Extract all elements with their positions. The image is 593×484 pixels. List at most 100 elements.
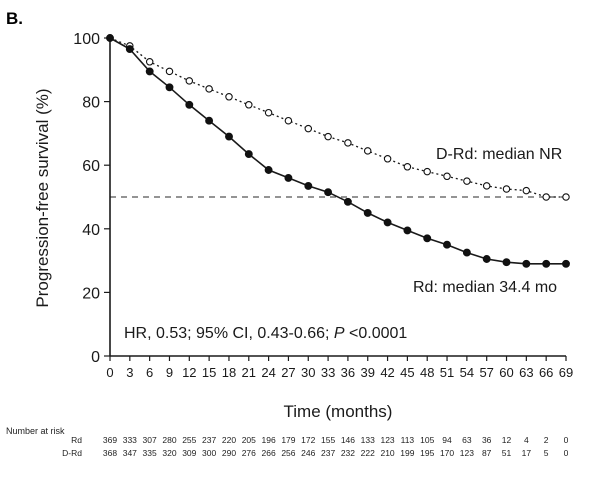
x-tick-label: 60 (499, 365, 513, 380)
panel-label: B. (6, 9, 23, 28)
risk-row-label: D-Rd (62, 448, 82, 458)
risk-count: 195 (420, 448, 434, 458)
data-point (324, 188, 333, 197)
data-point (383, 155, 392, 163)
risk-count: 347 (123, 448, 137, 458)
risk-count: 63 (462, 435, 472, 445)
risk-count: 155 (321, 435, 335, 445)
data-point (562, 259, 570, 268)
risk-count: 36 (482, 435, 492, 445)
data-point (482, 255, 491, 263)
risk-count: 368 (103, 448, 117, 458)
data-point (363, 208, 372, 217)
y-tick-label: 40 (82, 222, 100, 239)
risk-count: 222 (361, 448, 375, 458)
y-axis-label: Progression-free survival (%) (33, 88, 52, 307)
risk-count: 2 (544, 435, 549, 445)
risk-count: 123 (460, 448, 474, 458)
y-tick-label: 20 (82, 285, 100, 302)
risk-count: 369 (103, 435, 117, 445)
y-tick-label: 0 (91, 349, 100, 366)
p-letter: P (334, 325, 345, 342)
x-tick-label: 36 (341, 365, 355, 380)
risk-count: 335 (143, 448, 157, 458)
data-point (463, 177, 471, 185)
x-tick-label: 6 (146, 365, 153, 380)
data-point (165, 67, 174, 76)
risk-count: 333 (123, 435, 137, 445)
x-tick-label: 69 (559, 365, 573, 380)
risk-count: 290 (222, 448, 236, 458)
risk-count: 246 (301, 448, 315, 458)
risk-count: 17 (522, 448, 532, 458)
hr-text: HR, 0.53; 95% CI, 0.43-0.66; (124, 325, 334, 342)
data-point (205, 85, 213, 93)
x-tick-label: 66 (539, 365, 553, 380)
risk-count: 5 (544, 448, 549, 458)
data-point (403, 163, 412, 171)
data-point (304, 124, 313, 133)
x-tick-label: 24 (261, 365, 275, 380)
risk-count: 307 (143, 435, 157, 445)
x-tick-label: 21 (242, 365, 256, 380)
data-point (145, 67, 154, 76)
risk-count: 232 (341, 448, 355, 458)
axes: 0 3 6 9 12 15 18 21 24 27 30 33 36 39 42 45 48 51 54 57 60 63… (73, 31, 573, 380)
data-point (562, 193, 570, 201)
x-tick-label: 3 (126, 365, 133, 380)
data-point (344, 139, 352, 147)
risk-count: 266 (262, 448, 276, 458)
data-point (244, 150, 253, 159)
risk-count: 0 (564, 448, 569, 458)
y-tick-label: 80 (82, 95, 100, 112)
risk-count: 12 (502, 435, 512, 445)
risk-count: 309 (182, 448, 196, 458)
x-tick-label: 51 (440, 365, 454, 380)
risk-count: 320 (162, 448, 176, 458)
annotation-hazard-ratio: HR, 0.53; 95% CI, 0.43-0.66; P <0.0001 (124, 325, 407, 342)
risk-count: 51 (502, 448, 512, 458)
risk-count: 237 (321, 448, 335, 458)
risk-count: 170 (440, 448, 454, 458)
risk-count: 220 (222, 435, 236, 445)
risk-count: 133 (361, 435, 375, 445)
data-point (125, 45, 134, 54)
data-point (284, 173, 293, 182)
risk-count: 210 (380, 448, 394, 458)
risk-table: Rd 369 333 307 280 255 237 220 205 196 179 172 155 14… (62, 435, 568, 458)
series-line-d-rd (109, 37, 566, 198)
data-point (522, 186, 531, 195)
risk-count: 4 (524, 435, 529, 445)
data-point (225, 93, 233, 101)
y-tick-label: 60 (82, 158, 100, 175)
x-tick-label: 12 (182, 365, 196, 380)
data-point (542, 259, 551, 268)
annotation-rd: Rd: median 34.4 mo (413, 279, 557, 296)
risk-count: 276 (242, 448, 256, 458)
annotation-d-rd: D-Rd: median NR (436, 146, 562, 163)
data-point (264, 166, 273, 174)
x-tick-label: 42 (380, 365, 394, 380)
risk-count: 172 (301, 435, 315, 445)
data-point (383, 218, 392, 227)
data-point (502, 185, 511, 193)
data-point (225, 132, 233, 141)
data-point (363, 147, 372, 155)
risk-count: 105 (420, 435, 434, 445)
x-tick-label: 33 (321, 365, 335, 380)
risk-count: 146 (341, 435, 355, 445)
x-tick-label: 9 (166, 365, 173, 380)
x-tick-label: 54 (460, 365, 474, 380)
risk-count: 179 (281, 435, 295, 445)
risk-row-label: Rd (71, 435, 82, 445)
data-point (403, 226, 412, 235)
data-point (245, 101, 253, 109)
data-point (542, 193, 550, 201)
x-tick-label: 45 (400, 365, 414, 380)
x-tick-label: 57 (479, 365, 493, 380)
risk-count: 123 (380, 435, 394, 445)
risk-count: 196 (262, 435, 276, 445)
data-point (145, 58, 154, 66)
risk-count: 113 (401, 435, 415, 445)
